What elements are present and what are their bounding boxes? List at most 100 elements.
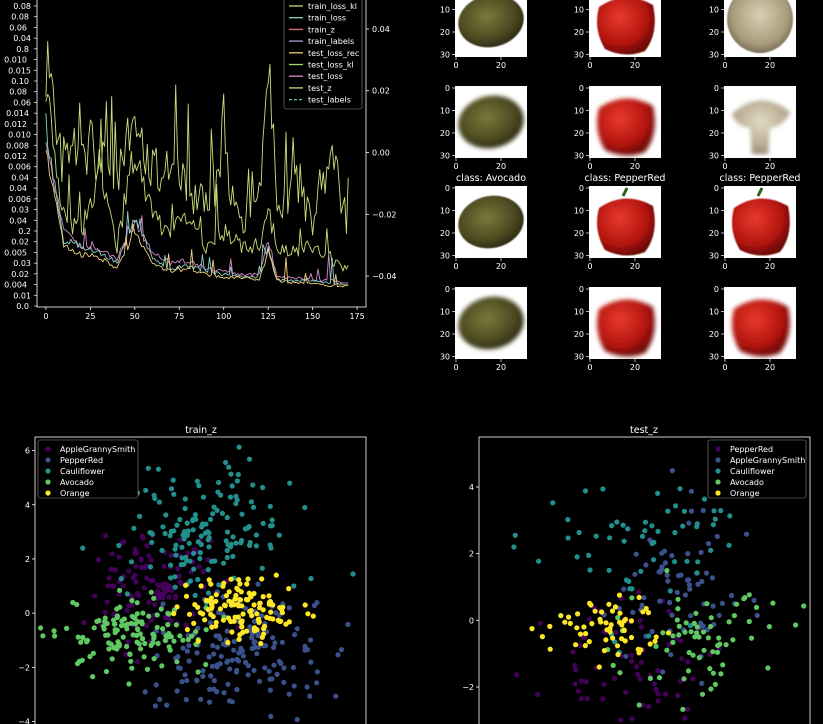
scatter-point: [102, 615, 108, 621]
scatter-point: [165, 610, 171, 617]
scatter-point: [205, 529, 211, 535]
scatter-point: [217, 636, 223, 642]
scatter-point: [274, 671, 280, 678]
scatter-point: [640, 609, 646, 615]
scatter-point: [175, 654, 181, 660]
image-y-tick-label: 0: [714, 285, 719, 294]
scatter-point: [171, 528, 177, 534]
scatter-point: [675, 596, 681, 602]
scatter-point: [310, 613, 316, 619]
scatter-point: [252, 639, 258, 645]
scatter-point: [216, 582, 222, 588]
loss-legend-box: [283, 0, 363, 110]
scatter-point: [731, 613, 738, 619]
scatter-point: [143, 563, 149, 569]
scatter-point: [166, 634, 172, 640]
scatter-point: [179, 544, 185, 550]
scatter-point: [150, 631, 156, 637]
y-tick-label: 2: [25, 555, 30, 564]
scatter-point: [529, 626, 535, 632]
scatter-point: [164, 702, 170, 708]
scatter-point: [183, 622, 189, 628]
left-tick-label: 0.005: [4, 248, 27, 257]
image-y-tick-label: 10: [574, 6, 584, 15]
scatter-point: [177, 537, 183, 543]
scatter-point: [586, 616, 593, 622]
scatter-point: [714, 649, 721, 655]
scatter-point: [232, 614, 238, 620]
image-y-tick-label: 10: [709, 6, 719, 15]
scatter-point: [565, 517, 571, 523]
image-y-tick-label: 10: [440, 308, 450, 317]
scatter-point: [693, 610, 699, 616]
scatter-point: [728, 592, 735, 599]
scatter-point: [214, 644, 221, 650]
scatter-point: [636, 650, 642, 656]
scatter-point: [606, 601, 612, 607]
left-tick-label: 0.014: [6, 109, 29, 118]
scatter-point: [250, 504, 257, 510]
scatter-point: [666, 641, 672, 648]
scatter-point: [576, 529, 582, 536]
image-y-tick-label: 10: [574, 207, 584, 216]
scatter-point: [578, 696, 584, 702]
pepper-image: [732, 198, 790, 256]
image-y-tick-label: 30: [440, 152, 450, 161]
scatter-point: [108, 566, 114, 572]
image-x-tick-label: 20: [496, 162, 506, 171]
scatter-point: [127, 651, 133, 658]
scatter-point: [197, 550, 203, 556]
left-tick-label: 0.02: [11, 238, 29, 247]
scatter-point: [141, 654, 147, 660]
scatter-point: [117, 587, 123, 594]
legend-label-train-loss-kl: train_loss_kl: [308, 2, 357, 11]
scatter-point: [700, 507, 706, 514]
scatter-point: [104, 599, 110, 605]
scatter-point: [184, 677, 190, 684]
scatter-point: [770, 600, 776, 606]
scatter-point: [109, 656, 115, 662]
scatter-point: [536, 558, 542, 564]
scatter-point: [610, 635, 616, 641]
scatter-point: [185, 528, 191, 534]
scatter-point: [151, 595, 157, 601]
image-title: class: Avocado: [456, 173, 526, 184]
scatter-point: [226, 598, 232, 604]
scatter-point: [152, 703, 158, 709]
scatter-point: [126, 568, 132, 574]
scatter-point: [682, 629, 688, 635]
scatter-point: [642, 519, 649, 525]
scatter-point: [646, 703, 652, 710]
x-tick-label: 150: [305, 312, 320, 321]
scatter-point: [257, 600, 263, 606]
scatter-point: [116, 542, 122, 549]
left-tick-label: 0.006: [8, 163, 31, 172]
scatter-point: [695, 581, 701, 588]
scatter-point: [235, 471, 241, 478]
scatter-point: [111, 645, 117, 651]
scatter-point: [669, 468, 676, 474]
scatter-point: [262, 623, 268, 629]
scatter-point: [254, 627, 260, 633]
scatter-point: [144, 542, 150, 549]
scatter-point: [180, 645, 186, 651]
pepper-image: [597, 299, 655, 357]
scatter-point: [684, 577, 691, 583]
legend-label-train-loss: train_loss: [308, 14, 346, 23]
legend-box: [37, 439, 139, 499]
left-tick-label: 0.015: [8, 66, 31, 75]
scatter-point: [183, 554, 189, 561]
scatter-point: [664, 568, 670, 574]
scatter-point: [203, 627, 209, 633]
scatter-point: [209, 663, 215, 669]
scatter-point: [613, 629, 619, 635]
scatter-point: [118, 576, 124, 582]
scatter-point: [586, 639, 592, 645]
image-y-tick-label: 30: [709, 353, 719, 362]
scatter-point: [142, 689, 148, 695]
scatter-point: [308, 575, 314, 582]
series-line-test-loss-rec: [45, 149, 349, 288]
scatter-point: [196, 483, 202, 489]
image-x-tick-label: 0: [722, 363, 727, 372]
